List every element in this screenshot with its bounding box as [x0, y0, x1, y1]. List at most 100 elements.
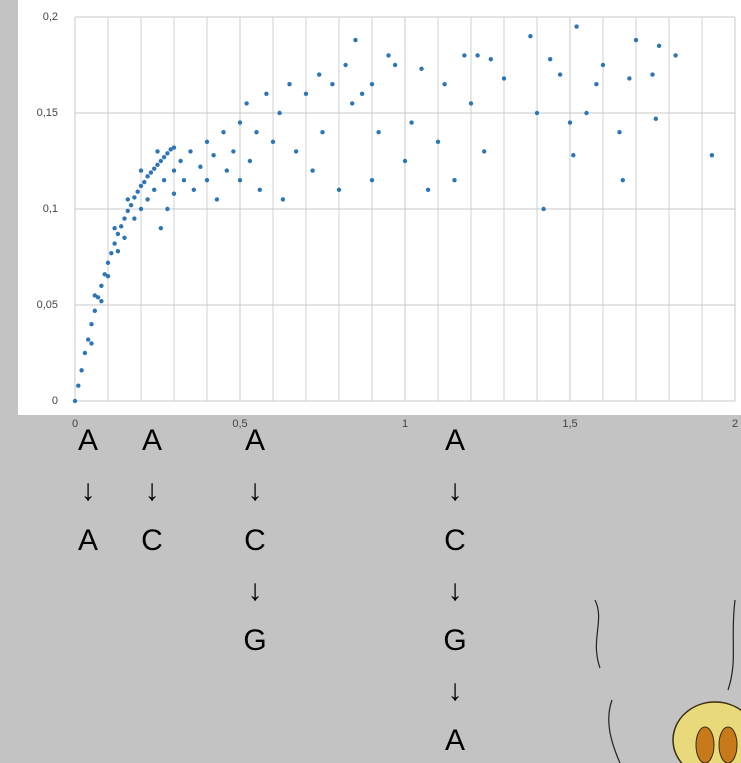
- point: [165, 206, 170, 212]
- point: [95, 295, 101, 300]
- point: [452, 178, 457, 183]
- annotation: ↓: [448, 574, 463, 607]
- annotation: ↓: [448, 474, 463, 507]
- point: [303, 91, 309, 97]
- point: [158, 226, 163, 231]
- point: [277, 110, 282, 116]
- point: [99, 298, 104, 304]
- point: [138, 183, 144, 189]
- point: [650, 72, 655, 77]
- point: [145, 197, 150, 202]
- point: [165, 151, 170, 156]
- point: [350, 101, 355, 106]
- point: [128, 202, 134, 208]
- annotation: C: [141, 524, 163, 557]
- point: [155, 162, 160, 168]
- point: [92, 308, 98, 313]
- point: [425, 187, 431, 192]
- point: [541, 206, 546, 212]
- point: [656, 43, 662, 48]
- point: [442, 82, 447, 87]
- point: [247, 158, 253, 164]
- point: [488, 57, 493, 62]
- point: [105, 260, 111, 265]
- y-tick-label: 0,15: [37, 107, 58, 119]
- point: [122, 235, 127, 240]
- point: [548, 57, 553, 62]
- point: [211, 153, 216, 158]
- annotation: A: [78, 424, 98, 457]
- point: [92, 293, 98, 298]
- point: [534, 110, 540, 116]
- point: [627, 76, 632, 81]
- point: [158, 158, 163, 164]
- point: [600, 62, 606, 68]
- point: [343, 62, 348, 68]
- point: [528, 34, 533, 39]
- point: [594, 82, 599, 87]
- point: [287, 82, 292, 87]
- point: [168, 147, 173, 152]
- x-tick-label: 0,5: [232, 418, 247, 430]
- point: [152, 166, 157, 171]
- point: [567, 120, 573, 125]
- point: [359, 91, 365, 97]
- x-tick-label: 1: [402, 418, 408, 430]
- point: [122, 216, 127, 221]
- annotation: A: [245, 424, 265, 457]
- y-tick-label: 0,2: [43, 11, 58, 23]
- point: [171, 145, 177, 150]
- point: [72, 398, 78, 404]
- point: [620, 178, 625, 183]
- point: [264, 91, 269, 97]
- point: [76, 383, 81, 388]
- point: [501, 76, 507, 81]
- point: [392, 62, 398, 68]
- point: [221, 130, 226, 135]
- point: [653, 116, 658, 121]
- point: [178, 158, 183, 164]
- point: [109, 250, 114, 256]
- point: [86, 337, 91, 342]
- point: [132, 216, 137, 221]
- point: [353, 37, 358, 43]
- point: [402, 158, 408, 164]
- y-tick-label: 0,05: [37, 299, 58, 311]
- point: [468, 101, 474, 106]
- point: [79, 368, 84, 373]
- point: [125, 208, 130, 214]
- point: [142, 179, 147, 185]
- point: [369, 82, 375, 87]
- point: [709, 153, 715, 158]
- point: [571, 153, 576, 158]
- point: [112, 241, 117, 246]
- point: [105, 274, 111, 279]
- point: [237, 120, 243, 125]
- point: [138, 168, 144, 173]
- y-tick-label: 0: [52, 395, 58, 407]
- point: [557, 72, 563, 77]
- point: [89, 322, 94, 327]
- point: [419, 66, 424, 72]
- point: [376, 130, 381, 135]
- point: [673, 53, 678, 58]
- point: [254, 130, 259, 135]
- point: [119, 224, 124, 229]
- point: [257, 187, 262, 192]
- insect-illustration: [594, 599, 741, 763]
- point: [633, 37, 639, 43]
- annotation: A: [445, 424, 465, 457]
- point: [409, 120, 414, 125]
- point: [115, 249, 121, 254]
- point: [188, 149, 193, 154]
- point: [161, 154, 167, 160]
- point: [317, 72, 322, 77]
- point: [237, 178, 243, 183]
- point: [82, 350, 88, 356]
- point: [112, 226, 117, 231]
- point: [336, 187, 342, 192]
- point: [125, 197, 130, 202]
- point: [148, 170, 154, 175]
